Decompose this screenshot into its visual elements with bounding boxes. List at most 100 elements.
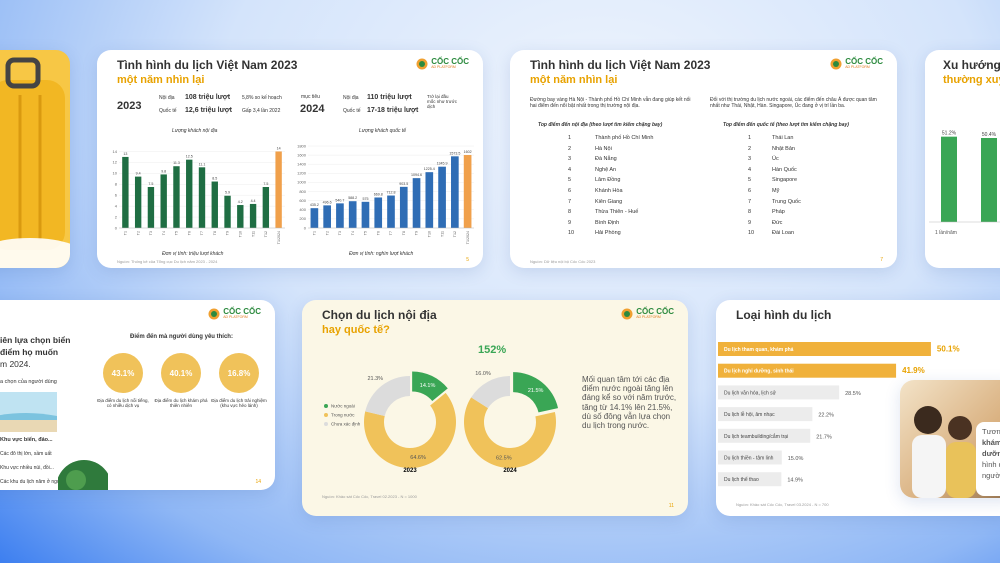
- x-tick-label: T9: [415, 231, 419, 235]
- chart-title: Lượng khách nội địa: [172, 128, 218, 134]
- value-label: 496.6: [323, 200, 332, 204]
- destination: Thái Lan: [772, 135, 794, 141]
- y-tick-label: 12: [113, 160, 118, 165]
- bar: [399, 186, 408, 228]
- slide-card[interactable]: Tình hình du lịch Việt Nam 2023 một năm …: [97, 50, 483, 268]
- bar: [262, 187, 270, 228]
- value-label: 540.7: [335, 198, 344, 202]
- photo-card[interactable]: [0, 50, 70, 268]
- rank: 5: [748, 177, 752, 184]
- value-label: 8.5: [212, 177, 217, 181]
- slide-title: Tình hình du lịch Việt Nam 2023: [117, 58, 298, 72]
- value-label: 22.2%: [818, 413, 834, 419]
- rank: 4: [748, 166, 752, 173]
- value-label: 16.8%: [228, 369, 251, 378]
- list-heading: Top điểm đến nội địa (theo lượt tìm kiếm…: [538, 122, 663, 128]
- x-tick-label: T10: [239, 231, 243, 237]
- logo-name: CỐC CỐC: [223, 307, 261, 317]
- donut-segment: [464, 397, 556, 468]
- x-tick-label: T10: [428, 231, 432, 237]
- unit: Đơn vị tính: nghìn lượt khách: [349, 251, 414, 257]
- logo: CỐC CỐC AD PLATFORM: [208, 308, 261, 320]
- value-label: 14.1%: [420, 383, 436, 389]
- slide-subtitle: thường xuyê: [943, 74, 1000, 86]
- bar: [451, 156, 459, 228]
- logo-tagline: AD PLATFORM: [845, 65, 870, 70]
- legend-swatch: [324, 422, 328, 426]
- photo-card[interactable]: Tương ứng, khám phá v dưỡng, sinh hình được…: [900, 380, 1000, 498]
- hbar-chart: Du lịch tham quan, khám phá 50.1% Du lịch …: [718, 342, 960, 487]
- x-tick-label: T5: [364, 231, 368, 235]
- forest-photo: [58, 460, 108, 490]
- rank: 9: [568, 219, 572, 226]
- category-label: Du lịch nghỉ dưỡng, sinh thái: [724, 369, 794, 375]
- slide-card[interactable]: iên lựa chọn biển điểm họ muốn m 2024. a…: [0, 300, 275, 490]
- x-tick-label: T12: [264, 231, 268, 237]
- y-tick-label: 600: [299, 198, 306, 203]
- bar: [425, 172, 434, 228]
- slide-card[interactable]: Tình hình du lịch Việt Nam 2023 một năm …: [510, 50, 897, 268]
- category-label: Du lịch tham quan, khám phá: [724, 347, 794, 353]
- y-tick-label: 1800: [297, 143, 307, 148]
- bar: [718, 428, 811, 443]
- x-tick-label: T5: [175, 231, 179, 235]
- logo-icon: [621, 308, 633, 320]
- x-tick-label: T6: [376, 231, 380, 235]
- x-tick-label: T11: [251, 231, 255, 237]
- value-label: 16.0%: [475, 371, 491, 377]
- logo-tagline: AD PLATFORM: [636, 315, 661, 320]
- x-tick-label: T1: [124, 231, 128, 235]
- y-tick-label: 1600: [297, 152, 307, 157]
- y-tick-label: 14: [113, 149, 118, 154]
- bar: [198, 167, 206, 228]
- logo-name: CỐC CỐC: [845, 57, 883, 67]
- y-tick-label: 1000: [297, 180, 307, 185]
- bubble: [103, 353, 143, 393]
- logo-tagline: AD PLATFORM: [431, 65, 456, 70]
- sea-item: Khu vực nhiều núi, đồi...: [0, 465, 54, 471]
- y-tick-label: 0: [115, 225, 118, 230]
- stat-label: Quốc tế: [159, 108, 177, 114]
- category-label: Du lịch văn hóa, lịch sử: [724, 389, 777, 396]
- value-label: 1573.5: [449, 151, 460, 155]
- slide-title: Loại hình du lịch: [736, 308, 832, 322]
- donut-charts: 14.1% 64.6% 21.3% 2023 21.5% 62.5% 16.0% 2024 Nư…: [324, 371, 559, 474]
- intro-line: m 2024.: [0, 359, 31, 369]
- value-label: 21.3%: [367, 376, 383, 382]
- slide-subtitle: hay quốc tế?: [322, 324, 390, 336]
- rank: 2: [568, 145, 572, 152]
- bar: [718, 472, 782, 487]
- source: Nguồn: Thống kê của Tổng cục Du lịch năm…: [117, 259, 218, 264]
- destination: Đà Nẵng: [595, 156, 617, 163]
- suitcase-photo: [0, 57, 70, 268]
- destination: Thành phố Hồ Chí Minh: [595, 135, 654, 141]
- rank: 5: [568, 177, 572, 184]
- rank: 2: [748, 145, 752, 152]
- value-label: 9.8: [161, 169, 166, 173]
- slide-card[interactable]: Chọn du lịch nội địa hay quốc tế? CỐC CỐ…: [302, 300, 688, 516]
- legend-label: Chưa xác định: [331, 422, 361, 427]
- x-tick-label: T1/2024: [277, 231, 281, 244]
- destination: Đức: [772, 219, 783, 226]
- value-label: 7.5: [263, 182, 268, 186]
- y-tick-label: 400: [299, 207, 306, 212]
- value-label: 1225.4: [424, 167, 435, 171]
- stat-note: Trở lại đầu mốc như trước dịch: [427, 94, 457, 110]
- bar: [718, 407, 813, 422]
- text-line: khám phá v: [982, 438, 1000, 447]
- rank: 8: [748, 209, 752, 216]
- bar: [160, 174, 167, 228]
- bar: [147, 187, 155, 228]
- source: Nguồn: Khảo sát Cốc Cốc, Travel 03.2024 …: [736, 502, 829, 507]
- value-label: 41.9%: [902, 366, 925, 375]
- slide-card[interactable]: Xu hướng d thường xuyê 51.2% 50.4% 1 lần/n…: [925, 50, 1000, 268]
- rank: 1: [748, 135, 752, 141]
- value-label: 40.1%: [170, 369, 193, 378]
- intro-line: điểm họ muốn: [0, 347, 59, 357]
- y-tick-label: 4: [115, 203, 118, 208]
- bar-chart: 0 2 4 6 8 10 12 14 13 T1 9.4 T2 7.5 T3 9.8 T4 11.3 T5 12.5…: [113, 146, 285, 244]
- value-label: 13: [123, 152, 127, 156]
- value-label: 9.4: [136, 172, 141, 176]
- year-label: 2023: [403, 468, 417, 474]
- bar: [361, 201, 370, 228]
